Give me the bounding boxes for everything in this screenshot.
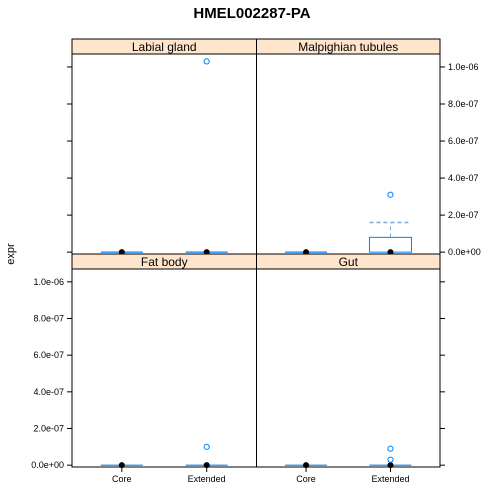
box-extended [369,445,412,469]
panel-labial-gland: Labial gland [71,38,257,256]
y-axis-bottom: 0.0e+00 2.0e-07 4.0e-07 6.0e-07 8.0e-07 1.0e-… [31,277,445,470]
x-tick-label: Extended [371,474,409,484]
strip-label: Fat body [141,255,188,269]
y-tick-label: 2.0e-07 [33,424,64,434]
panel-frame [71,268,257,468]
y-axis-label: expr [5,243,17,265]
strip-label: Labial gland [132,40,197,54]
y-tick-label: 6.0e-07 [33,350,64,360]
box-extended [185,58,228,256]
panel-malpighian-tubules: Malpighian tubules [256,38,441,256]
chart-title: HMEL002287-PA [193,5,310,22]
panel-fat-body: Fat body [71,253,257,469]
strip-label: Malpighian tubules [298,40,398,54]
median-point [118,462,125,469]
x-tick-label: Core [296,474,316,484]
panels: Labial gland Malpighian tubules Fat body Gu… [71,38,441,469]
outlier-point [203,443,210,450]
box-extended [368,191,412,256]
outlier-point [387,456,394,463]
strip-label: Gut [339,255,359,269]
panel-gut: Gut [256,253,441,469]
x-tick-label: Extended [188,474,226,484]
y-axis-top: 0.0e+00 2.0e-07 4.0e-07 6.0e-07 8.0e-07 1.0e-… [67,62,481,257]
median-point [387,462,394,469]
y-tick-label: 8.0e-07 [33,314,64,324]
panel-frame [256,268,441,468]
median-point [303,462,310,469]
x-axis: Core Extended Core Extended [112,467,409,484]
panel-frame [256,53,441,255]
y-tick-label: 1.0e-06 [448,62,479,72]
y-tick-label: 0.0e+00 [448,247,481,257]
y-tick-label: 1.0e-06 [33,277,64,287]
box-core [285,462,328,469]
outlier-point [387,445,394,452]
axes: 0.0e+00 2.0e-07 4.0e-07 6.0e-07 8.0e-07 1.0e-… [31,62,481,484]
x-tick-label: Core [112,474,132,484]
y-tick-label: 8.0e-07 [448,99,479,109]
y-tick-label: 6.0e-07 [448,136,479,146]
box-core [100,462,143,469]
outlier-point [387,191,394,198]
y-tick-label: 2.0e-07 [448,210,479,220]
y-tick-label: 4.0e-07 [33,387,64,397]
box-extended [185,443,228,469]
outlier-point [203,58,210,65]
median-point [203,462,210,469]
y-tick-label: 0.0e+00 [31,460,64,470]
y-tick-label: 4.0e-07 [448,173,479,183]
panel-frame [71,53,257,255]
